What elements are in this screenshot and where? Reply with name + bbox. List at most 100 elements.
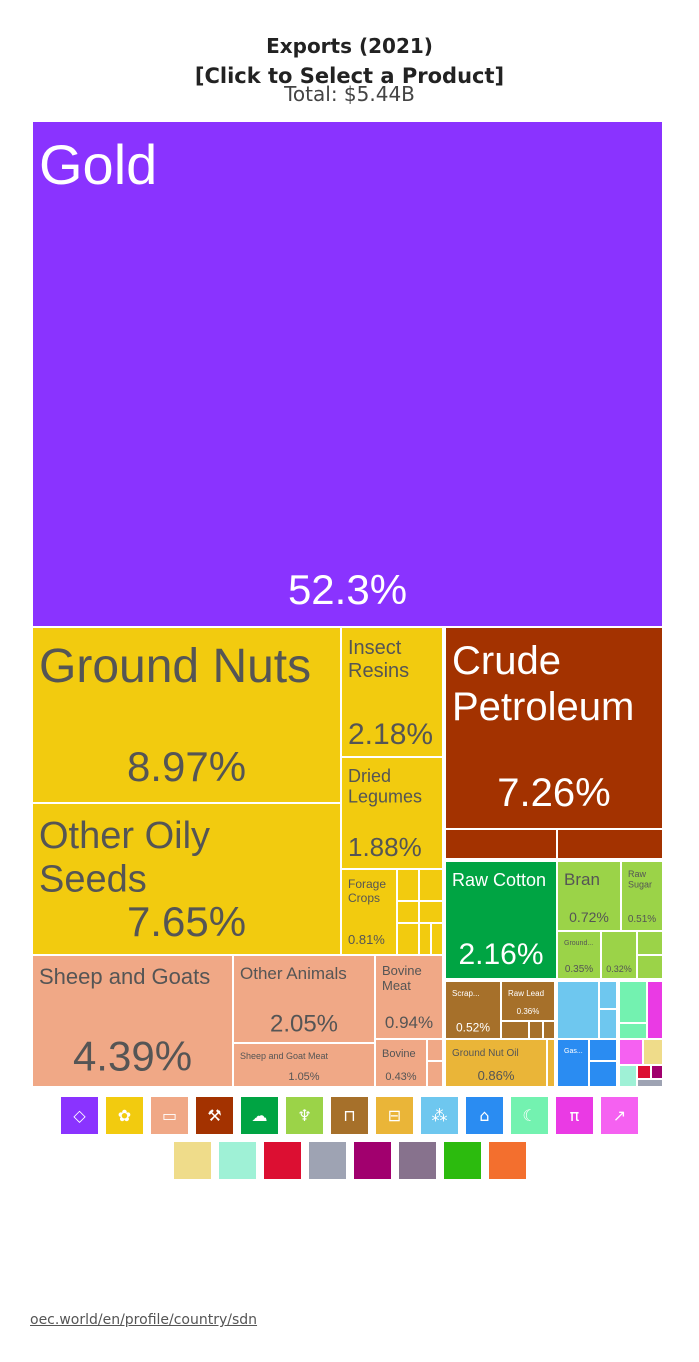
tile-forage-crops[interactable]: [342, 870, 396, 954]
treemap-chart[interactable]: Gold 52.3% Ground Nuts 8.97% Other OilySeeds…: [0, 0, 699, 1100]
tile-bran[interactable]: [558, 862, 620, 930]
tile-minor-5[interactable]: [398, 902, 418, 922]
tile-raw-lead-value: 0.36%: [517, 1007, 540, 1016]
tile-unnamed-16-value: 0.32%: [606, 964, 632, 974]
vegetable-icon[interactable]: [443, 1142, 481, 1179]
tile-minor-26[interactable]: [620, 1040, 642, 1064]
misc-icon[interactable]: [308, 1142, 346, 1179]
tile-raw-cotton-value: 2.16%: [458, 938, 543, 971]
tile-ground-nuts[interactable]: [33, 628, 340, 802]
tile-gold[interactable]: [33, 122, 662, 626]
tile-minor-0[interactable]: [446, 830, 556, 858]
stone-icon[interactable]: π: [556, 1097, 593, 1134]
tile-minor-11[interactable]: [428, 1062, 442, 1086]
tile-crude-petroleum-label: Petroleum: [452, 685, 634, 729]
plastics-icon[interactable]: [218, 1142, 256, 1179]
tile-other-animals-value: 2.05%: [270, 1011, 338, 1038]
tile-gold-label: Gold: [39, 133, 157, 196]
diamond-icon[interactable]: ◇: [61, 1097, 98, 1134]
tile-sheep-and-goats[interactable]: [33, 956, 232, 1086]
tile-raw-cotton[interactable]: [446, 862, 556, 978]
tile-insect-resins-value: 2.18%: [348, 718, 433, 751]
tile-minor-22[interactable]: [620, 1024, 646, 1038]
food-icon[interactable]: ⊟: [376, 1097, 413, 1134]
tile-ground-nuts-label: Ground Nuts: [39, 640, 311, 693]
source-link[interactable]: oec.world/en/profile/country/sdn: [30, 1312, 258, 1328]
wheat-icon[interactable]: ♆: [286, 1097, 323, 1134]
tile-minor-6[interactable]: [420, 902, 442, 922]
tile-gas[interactable]: [558, 1040, 588, 1086]
tile-minor-29[interactable]: [638, 1066, 650, 1078]
tile-minor-16[interactable]: [544, 1022, 554, 1038]
tile-scrap[interactable]: [446, 982, 500, 1038]
tile-minor-23[interactable]: [648, 982, 662, 1038]
tile-minor-25[interactable]: [590, 1062, 616, 1086]
tile-minor-15[interactable]: [530, 1022, 542, 1038]
tile-dried-legumes[interactable]: [342, 758, 442, 868]
tile-minor-31[interactable]: [638, 1080, 662, 1086]
tile-ground[interactable]: [558, 932, 600, 978]
tile-minor-20[interactable]: [600, 1010, 616, 1038]
tile-bovine-meat[interactable]: [376, 956, 442, 1038]
tile-ground-nuts-value: 8.97%: [127, 743, 246, 790]
tile-other-oily-seeds[interactable]: [33, 804, 340, 954]
tile-minor-27[interactable]: [644, 1040, 662, 1064]
tile-minor-2[interactable]: [652, 830, 662, 858]
tile-minor-4[interactable]: [420, 870, 442, 900]
tile-minor-7[interactable]: [398, 924, 418, 954]
tile-sheep-and-goat-meat-value: 1.05%: [288, 1071, 319, 1083]
paper-icon[interactable]: [173, 1142, 211, 1179]
tile-raw-sugar-value: 0.51%: [628, 914, 656, 925]
tile-minor-9[interactable]: [432, 924, 442, 954]
tile-gas-label: Gas...: [564, 1048, 583, 1055]
wood-icon[interactable]: [398, 1142, 436, 1179]
tile-scrap-label: Scrap...: [452, 989, 480, 998]
metal-icon[interactable]: ⊓: [331, 1097, 368, 1134]
footwear-icon[interactable]: [488, 1142, 526, 1179]
tile-crude-petroleum-value: 7.26%: [497, 771, 610, 815]
tile-bovine-meat-value: 0.94%: [385, 1013, 433, 1032]
tile-other-animals-label: Other Animals: [240, 964, 347, 983]
tile-minor-1[interactable]: [558, 830, 652, 858]
legend-row-2: [0, 1142, 699, 1179]
tile-bovine[interactable]: [376, 1040, 426, 1086]
legend-row-1: ◇ ✿ ▭ ⚒ ☁ ♆ ⊓ ⊟ ⁂ ⌂ ☾ π ↗: [0, 1097, 699, 1134]
tile-minor-24[interactable]: [590, 1040, 616, 1060]
animal-hide-icon[interactable]: ☾: [511, 1097, 548, 1134]
tile-forage-crops-label: Crops: [348, 891, 380, 905]
tile-minor-13[interactable]: [638, 956, 662, 978]
select-product-link[interactable]: [Click to Select a Product]: [194, 64, 505, 88]
tile-minor-12[interactable]: [638, 932, 662, 954]
tile-ground-nut-oil[interactable]: [446, 1040, 546, 1086]
tile-bovine-value: 0.43%: [385, 1071, 416, 1083]
machine-icon[interactable]: ⁂: [421, 1097, 458, 1134]
instrument-icon[interactable]: [353, 1142, 391, 1179]
tile-crude-petroleum[interactable]: [446, 628, 662, 828]
textile-icon[interactable]: ☁: [241, 1097, 278, 1134]
tile-minor-14[interactable]: [502, 1022, 528, 1038]
tile-minor-3[interactable]: [398, 870, 418, 900]
tile-bovine-meat-label: Meat: [382, 978, 411, 993]
tile-minor-30[interactable]: [652, 1066, 662, 1078]
transport-icon[interactable]: ↗: [601, 1097, 638, 1134]
tile-raw-sugar[interactable]: [622, 862, 662, 930]
tile-minor-21[interactable]: [620, 982, 646, 1022]
meat-icon[interactable]: ▭: [151, 1097, 188, 1134]
tile-raw-lead[interactable]: [502, 982, 554, 1020]
tile-minor-18[interactable]: [558, 982, 598, 1038]
arms-icon[interactable]: [263, 1142, 301, 1179]
tile-minor-19[interactable]: [600, 982, 616, 1008]
mineral-icon[interactable]: ⚒: [196, 1097, 233, 1134]
tile-minor-17[interactable]: [548, 1040, 554, 1086]
chemical-icon[interactable]: ⌂: [466, 1097, 503, 1134]
tile-unnamed-16[interactable]: [602, 932, 636, 978]
tile-sheep-and-goat-meat[interactable]: [234, 1044, 374, 1086]
tile-minor-10[interactable]: [428, 1040, 442, 1060]
tile-minor-28[interactable]: [620, 1066, 636, 1086]
tile-other-animals[interactable]: [234, 956, 374, 1042]
tile-bovine-label: Bovine: [382, 1048, 416, 1060]
tile-raw-sugar-label: Sugar: [628, 879, 652, 889]
plant-icon[interactable]: ✿: [106, 1097, 143, 1134]
tile-minor-8[interactable]: [420, 924, 430, 954]
tile-insect-resins[interactable]: [342, 628, 442, 756]
